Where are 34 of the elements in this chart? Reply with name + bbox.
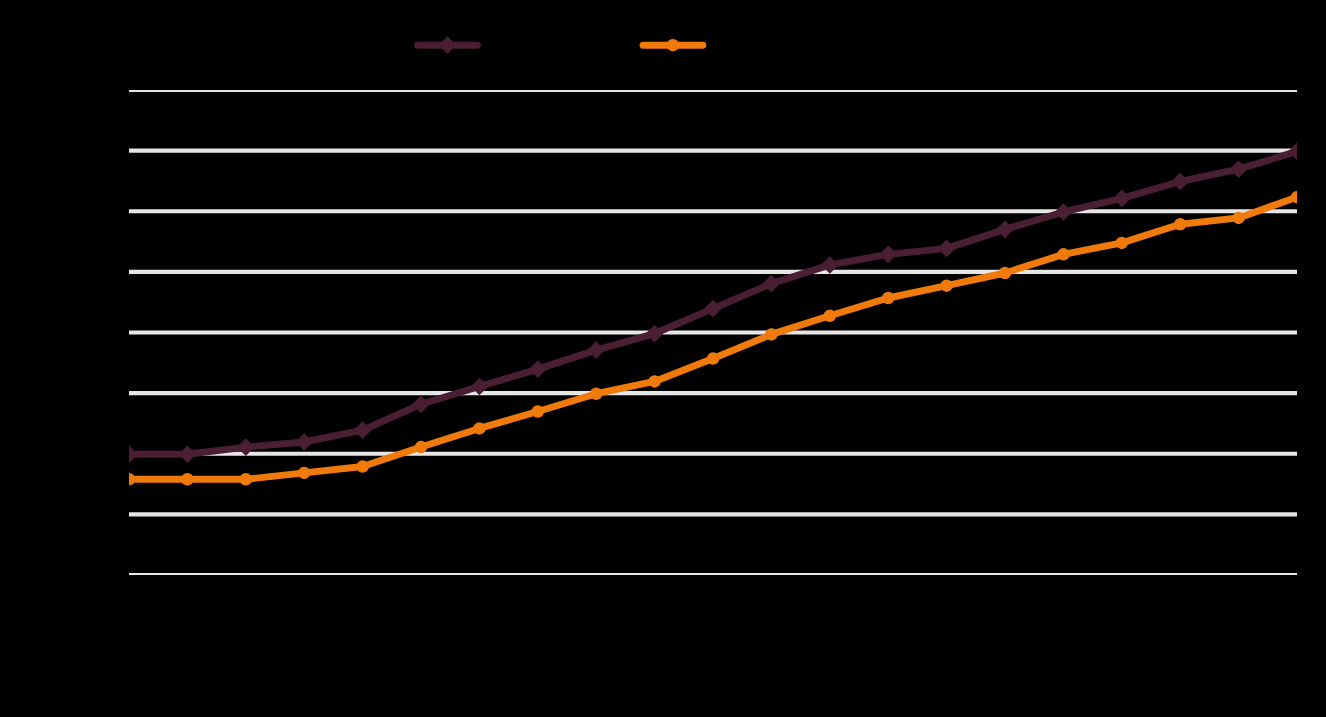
point: [648, 375, 661, 388]
point: [181, 473, 194, 486]
point: [1054, 203, 1072, 221]
point: [881, 291, 895, 305]
point: [996, 220, 1014, 238]
point: [412, 395, 430, 413]
point: [823, 309, 837, 323]
point: [762, 275, 780, 293]
point: [589, 387, 603, 400]
point: [297, 466, 311, 480]
point: [998, 266, 1012, 280]
point: [1230, 160, 1248, 178]
point: [531, 405, 545, 418]
point: [1173, 218, 1187, 231]
point: [529, 360, 547, 378]
point: [706, 352, 720, 365]
point: [473, 422, 486, 435]
point: [821, 256, 839, 274]
point: [470, 377, 488, 396]
point: [356, 460, 369, 473]
point: [354, 421, 372, 439]
point: [239, 473, 253, 486]
point: [1171, 172, 1189, 191]
point: [940, 279, 953, 292]
point: [646, 325, 664, 343]
point: [938, 239, 956, 257]
point: [1057, 248, 1070, 261]
point: [1113, 189, 1131, 207]
point: [704, 300, 722, 318]
point: [1115, 236, 1129, 250]
point: [765, 328, 778, 341]
point: [1232, 211, 1245, 225]
point: [414, 440, 428, 454]
point: [587, 341, 605, 359]
